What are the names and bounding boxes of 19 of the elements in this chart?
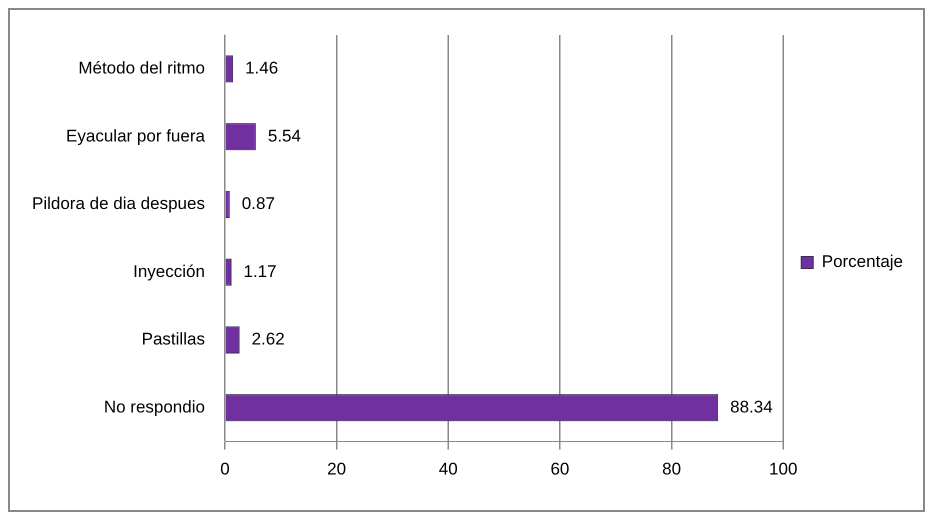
data-label: 5.54: [268, 126, 301, 146]
data-label: 2.62: [252, 330, 285, 349]
y-tick-label: Pildora de dia despues: [32, 194, 205, 214]
x-tick-label: 40: [438, 459, 458, 478]
y-tick-label: Inyección: [133, 262, 205, 281]
y-tick-label: Eyacular por fuera: [66, 126, 206, 146]
y-tick-label: Método del ritmo: [78, 58, 205, 78]
y-tick-label: Pastillas: [142, 330, 205, 349]
legend-label: Porcentaje: [822, 252, 904, 272]
x-tick-label: 80: [662, 459, 682, 478]
x-tick-label: 20: [327, 459, 346, 478]
x-tick-label: 100: [769, 459, 798, 478]
x-tick-label: 60: [550, 459, 570, 478]
data-label: 88.34: [730, 397, 773, 416]
data-label: 1.17: [243, 262, 277, 281]
x-tick-label: 0: [220, 459, 230, 478]
data-label: 0.87: [242, 194, 275, 214]
data-label: 1.46: [245, 58, 278, 78]
y-tick-label: No respondio: [104, 397, 205, 416]
